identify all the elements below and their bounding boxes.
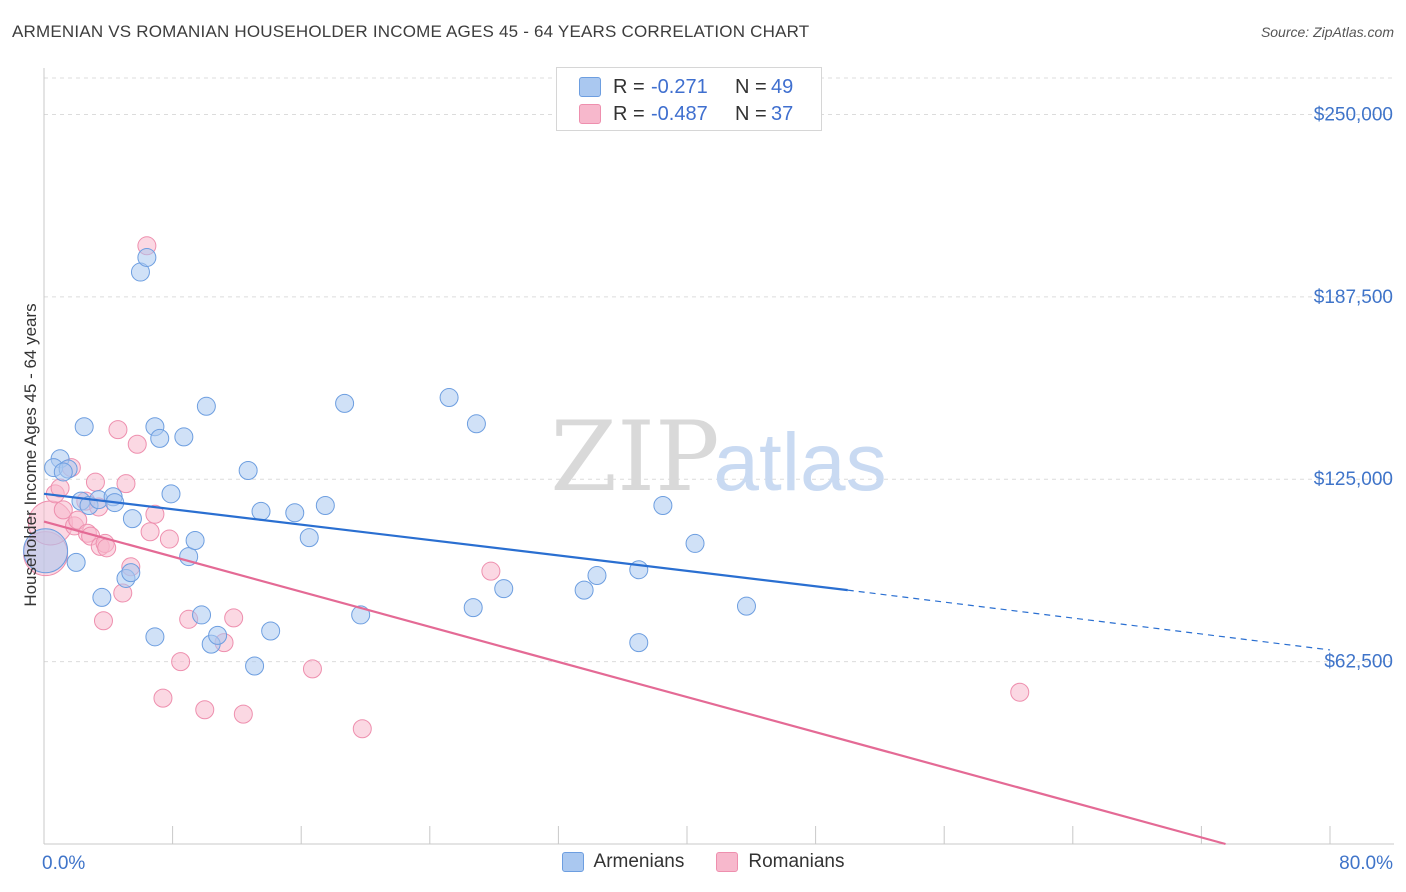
armenian-point <box>23 528 69 574</box>
armenian-point <box>736 596 756 616</box>
watermark-zip: ZIP <box>550 401 719 513</box>
armenian-point <box>137 247 157 267</box>
romanian-point <box>481 561 501 581</box>
series-legend: Armenians Romanians <box>0 851 1406 873</box>
armenian-point <box>261 621 281 641</box>
armenian-point <box>238 460 258 480</box>
armenian-point <box>145 627 165 647</box>
romanian-point <box>127 434 147 454</box>
legend-r-label: R = <box>613 75 645 98</box>
legend-n-label: N = <box>735 102 767 125</box>
legend-n-value: 37 <box>771 102 794 125</box>
legend-label-armenians: Armenians <box>593 851 685 872</box>
source-label: Source: ZipAtlas.com <box>1260 24 1394 40</box>
tick-labels: $62,500 $125,000 $187,500 $250,000 0.0% 80.0% <box>42 104 1393 874</box>
legend-n-value: 49 <box>771 75 794 98</box>
watermark: ZIP atlas <box>550 401 886 513</box>
armenian-point <box>208 625 228 645</box>
armenian-point <box>92 587 112 607</box>
romanian-point <box>108 420 128 440</box>
y-tick-label: $62,500 <box>1324 652 1393 673</box>
armenian-point <box>74 417 94 437</box>
armenian-point <box>185 531 205 551</box>
romanian-point <box>93 611 113 631</box>
romanian-point <box>159 529 179 549</box>
legend-row-armenians: R = -0.271 N = 49 <box>579 74 793 100</box>
armenian-point <box>439 388 459 408</box>
romanian-point <box>116 474 136 494</box>
trend-line-armenians <box>43 492 848 592</box>
armenian-point <box>653 496 673 516</box>
romanian-point <box>53 500 73 520</box>
romanian-point <box>140 522 160 542</box>
x-tick-label: 0.0% <box>42 853 85 874</box>
armenian-point <box>315 496 335 516</box>
y-tick-label: $125,000 <box>1314 469 1393 490</box>
armenian-point <box>161 484 181 504</box>
romanian-point <box>153 688 173 708</box>
armenian-point <box>192 605 212 625</box>
legend-r-value: -0.271 <box>651 75 708 98</box>
romanian-point <box>302 659 322 679</box>
romanian-point <box>233 704 253 724</box>
trend-lines <box>43 492 1331 846</box>
legend-row-romanians: R = -0.487 N = 37 <box>579 101 793 127</box>
chart-title: ARMENIAN VS ROMANIAN HOUSEHOLDER INCOME … <box>12 22 810 41</box>
armenian-point <box>335 393 355 413</box>
stats-legend: R = -0.271 N = 49 R = -0.487 N = 37 <box>556 67 822 131</box>
y-axis-label: Householder Income Ages 45 - 64 years <box>21 303 40 606</box>
armenian-point <box>245 656 265 676</box>
armenian-point <box>251 501 271 521</box>
armenian-point <box>351 605 371 625</box>
armenian-point <box>53 462 73 482</box>
romanian-point <box>145 504 165 524</box>
legend-swatch-romanians <box>716 852 739 872</box>
armenian-point <box>179 547 199 567</box>
trend-line-romanians <box>43 520 1226 846</box>
legend-swatch-romanians <box>579 104 601 124</box>
romanian-point <box>68 510 88 530</box>
legend-r-label: R = <box>613 102 645 125</box>
armenian-point <box>299 528 319 548</box>
romanian-point <box>171 652 191 672</box>
armenian-point <box>285 503 305 523</box>
y-tick-label: $250,000 <box>1314 104 1393 125</box>
armenian-point <box>196 396 216 416</box>
legend-item-armenians[interactable]: Armenians <box>561 851 685 873</box>
romanian-point <box>224 608 244 628</box>
armenian-point <box>587 566 607 586</box>
axes <box>43 68 1394 845</box>
armenian-point <box>685 533 705 553</box>
armenian-point <box>122 509 142 529</box>
armenian-point <box>66 552 86 572</box>
legend-item-romanians[interactable]: Romanians <box>716 851 844 873</box>
armenian-point <box>150 428 170 448</box>
romanian-point <box>352 719 372 739</box>
legend-swatch-armenians <box>579 77 601 97</box>
armenian-point <box>463 598 483 618</box>
armenian-point <box>574 580 594 600</box>
armenian-point <box>466 414 486 434</box>
y-tick-label: $187,500 <box>1314 287 1393 308</box>
legend-r-value: -0.487 <box>651 102 708 125</box>
legend-swatch-armenians <box>561 852 584 872</box>
legend-n-label: N = <box>735 75 767 98</box>
legend-label-romanians: Romanians <box>748 851 845 872</box>
armenian-point <box>174 427 194 447</box>
romanian-point <box>85 472 105 492</box>
romanian-point <box>1010 682 1030 702</box>
trend-line-armenians-extension <box>847 589 1331 651</box>
x-tick-label: 80.0% <box>1339 853 1393 874</box>
armenian-point <box>494 579 514 599</box>
romanian-point <box>195 700 215 720</box>
series-armenians <box>23 247 756 676</box>
armenian-point <box>629 633 649 653</box>
armenian-point <box>121 563 141 583</box>
watermark-atlas: atlas <box>713 417 886 508</box>
